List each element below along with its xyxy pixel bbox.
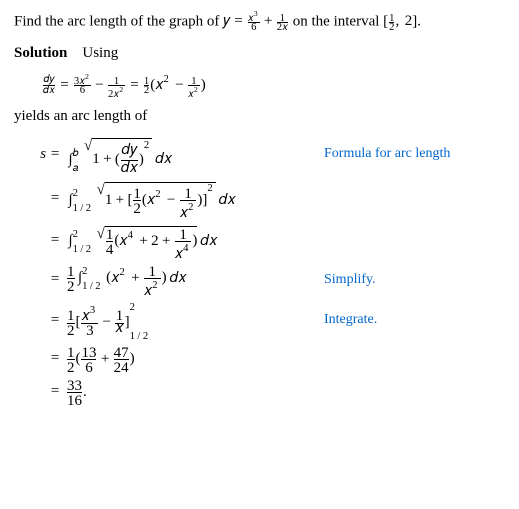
annotation-integrate: Integrate. <box>324 311 377 329</box>
eq-row-5: = 12 [ x33 − 1x ] 1/2 2 Integrate. <box>24 303 505 339</box>
derivative-line: dydx = 3x26 − 12x2 = 12 ( x2− 1x2 ) <box>42 73 505 97</box>
equals-1: = <box>50 146 60 162</box>
yield-line: yields an arc length of <box>14 107 505 127</box>
problem-statement: Find the arc length of the graph of y= x… <box>14 10 505 32</box>
annotation-formula: Formula for arc length <box>324 145 450 163</box>
eq-row-3: = ∫1/22 14 (x4+2+ 1x4) dx <box>24 225 505 258</box>
problem-mid: on the interval <box>293 13 383 29</box>
eq-2: ∫1/22 1+ [ 12 (x2− 1x2) ] 2 dx <box>66 180 236 216</box>
eq-row-1: s = ∫ab 1+ (dydx) 2 dx Formula for arc l… <box>24 137 505 173</box>
annotation-simplify: Simplify. <box>324 271 376 289</box>
s-var: s <box>40 146 46 162</box>
problem-eq-y: y= x36 + 12x <box>223 10 289 30</box>
final-period: . <box>83 384 87 400</box>
problem-prefix: Find the arc length of the graph of <box>14 13 223 29</box>
eq-7: 3316 <box>66 380 83 405</box>
eq-4: 12 ∫1/22 (x2+ 1x2) dx <box>66 266 187 295</box>
equals-6: = <box>50 350 60 366</box>
eq-row-6: = 12 ( 136+ 4724 ) <box>24 347 505 372</box>
solution-label: Solution <box>14 45 67 61</box>
equals-7: = <box>50 383 60 399</box>
equals-2: = <box>50 190 60 206</box>
eq-row-4: = 12 ∫1/22 (x2+ 1x2) dx Simplify. <box>24 266 505 295</box>
equals-4: = <box>50 271 60 287</box>
equals-5: = <box>50 312 60 328</box>
eq-3: ∫1/22 14 (x4+2+ 1x4) dx <box>66 225 217 258</box>
eq-row-7: = 3316 . <box>24 380 505 405</box>
problem-suffix: . <box>417 13 421 29</box>
eq-5: 12 [ x33 − 1x ] 1/2 2 <box>66 303 151 339</box>
eq-6: 12 ( 136+ 4724 ) <box>66 347 135 372</box>
problem-interval: [ 12 ,2 ] <box>383 14 417 30</box>
eq-1: ∫ab 1+ (dydx) 2 dx <box>66 137 172 173</box>
solution-using: Using <box>82 45 118 61</box>
solution-header: Solution Using <box>14 44 505 64</box>
equals-3: = <box>50 232 60 248</box>
eq-row-2: = ∫1/22 1+ [ 12 (x2− 1x2) ] 2 dx <box>24 180 505 216</box>
